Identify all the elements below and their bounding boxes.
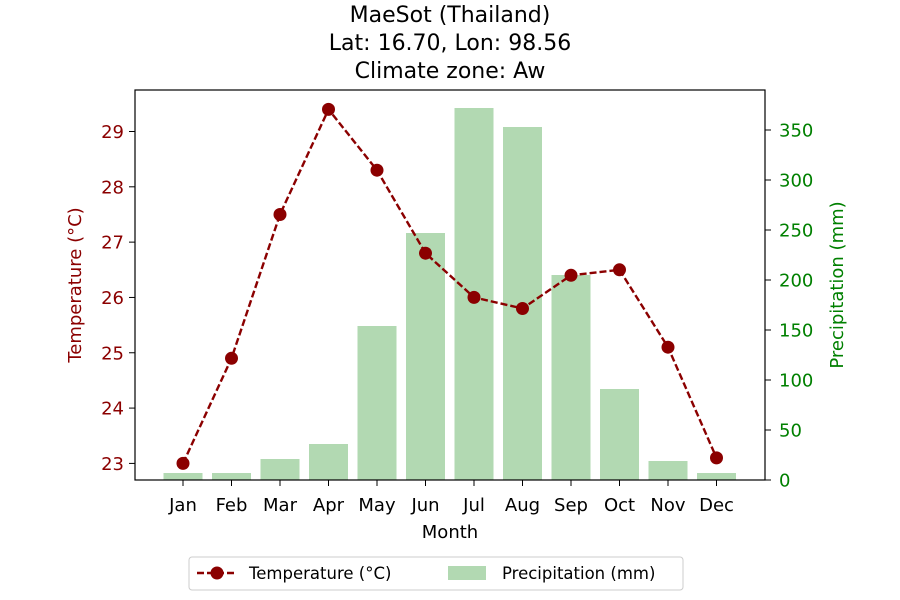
legend-precipitation-swatch <box>448 566 486 580</box>
temperature-point-mar <box>273 208 287 221</box>
temperature-point-jan <box>176 456 190 470</box>
x-tick-label-sep: Sep <box>554 495 588 516</box>
precipitation-bar-nov <box>648 461 688 480</box>
precipitation-tick-label: 50 <box>779 421 802 442</box>
precipitation-bar-oct <box>600 389 639 480</box>
title-line-1: MaeSot (Thailand) <box>350 3 551 28</box>
plot-frame <box>134 89 766 481</box>
temperature-point-jun <box>419 246 432 260</box>
x-axis: Jan Feb Mar Apr May Jun Jul Aug Sep Oct Nov Dec <box>168 480 734 516</box>
legend-item-temperature: Temperature (°C) <box>197 564 391 583</box>
precipitation-bar-apr <box>309 444 348 480</box>
x-tick-label-jul: Jul <box>462 495 485 516</box>
temperature-point-jul <box>467 290 481 304</box>
precipitation-bar-jun <box>406 233 445 480</box>
temperature-tick-label: 25 <box>101 343 124 364</box>
temperature-axis-label: Temperature (°C) <box>65 207 86 363</box>
x-tick-label-jun: Jun <box>410 495 439 516</box>
temperature-tick-label: 28 <box>101 177 124 198</box>
temperature-point-nov <box>661 340 675 354</box>
temperature-tick-label: 27 <box>101 233 124 254</box>
temperature-point-aug <box>516 302 529 315</box>
precipitation-bar-dec <box>697 473 736 480</box>
legend-item-precipitation: Precipitation (mm) <box>448 564 655 583</box>
precipitation-tick-label: 300 <box>779 171 813 192</box>
precipitation-axis-label: Precipitation (mm) <box>827 201 848 368</box>
x-tick-label-nov: Nov <box>650 495 685 516</box>
precipitation-bar-jan <box>163 473 203 480</box>
x-tick-label-dec: Dec <box>699 495 734 516</box>
temperature-point-sep <box>564 268 578 282</box>
temperature-point-apr <box>322 102 335 116</box>
temperature-point-dec <box>710 451 723 465</box>
precipitation-tick-label: 100 <box>779 371 813 392</box>
x-axis-label: Month <box>422 522 478 543</box>
temperature-series <box>176 102 723 470</box>
temperature-tick-label: 29 <box>101 122 124 143</box>
precipitation-tick-label: 250 <box>779 221 813 242</box>
temperature-tick-label: 26 <box>101 288 124 309</box>
title-line-3: Climate zone: Aw <box>355 59 546 84</box>
legend-box <box>188 556 684 591</box>
precipitation-bar-mar <box>260 459 300 480</box>
temperature-point-oct <box>613 263 626 277</box>
x-tick-label-mar: Mar <box>263 495 298 516</box>
legend-temperature-label: Temperature (°C) <box>248 564 391 583</box>
precipitation-tick-label: 350 <box>779 121 813 142</box>
legend: Temperature (°C) Precipitation (mm) <box>188 556 684 591</box>
precipitation-bar-may <box>357 326 397 480</box>
precipitation-bar-feb <box>212 473 251 480</box>
x-tick-label-jan: Jan <box>168 495 197 516</box>
legend-precipitation-label: Precipitation (mm) <box>502 564 655 583</box>
temperature-line <box>181 107 718 464</box>
legend-temperature-marker <box>210 566 224 580</box>
temperature-tick-label: 24 <box>101 399 124 420</box>
x-tick-label-apr: Apr <box>313 495 345 516</box>
precipitation-tick-label: 150 <box>779 321 813 342</box>
precipitation-axis: 0 50 100 150 200 250 300 350 <box>765 121 813 492</box>
temperature-axis: 23 24 25 26 27 28 29 <box>101 122 135 475</box>
x-tick-label-oct: Oct <box>604 495 635 516</box>
precipitation-tick-label: 0 <box>779 471 790 492</box>
x-tick-label-feb: Feb <box>216 495 248 516</box>
title-line-2: Lat: 16.70, Lon: 98.56 <box>329 31 571 56</box>
temperature-point-feb <box>225 351 238 365</box>
x-tick-label-may: May <box>358 495 396 516</box>
precipitation-bars <box>163 108 736 480</box>
precipitation-bar-sep <box>551 275 591 480</box>
x-tick-label-aug: Aug <box>505 495 540 516</box>
precipitation-tick-label: 200 <box>779 271 813 292</box>
temperature-point-may <box>370 163 384 177</box>
temperature-tick-label: 23 <box>101 454 124 475</box>
chart-title: MaeSot (Thailand) Lat: 16.70, Lon: 98.56… <box>329 3 571 84</box>
